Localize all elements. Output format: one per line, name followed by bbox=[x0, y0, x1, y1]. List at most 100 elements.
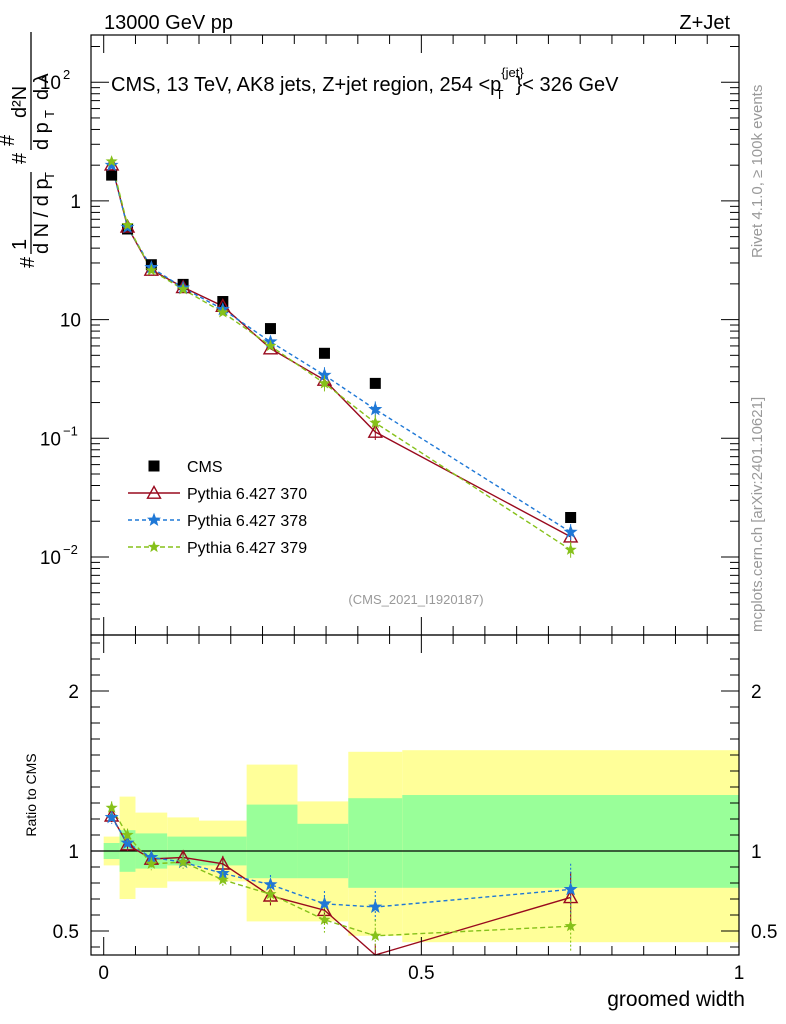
ratio-xtick-label: 1 bbox=[734, 963, 745, 984]
ylabel-denominator-1: d N / d p bbox=[31, 178, 53, 254]
ratio-xtick-label: 0 bbox=[98, 963, 109, 984]
ratio-marker-pythia-6-427-378 bbox=[120, 835, 135, 850]
main-title: CMS, 13 TeV, AK8 jets, Z+jet region, 254… bbox=[111, 65, 619, 102]
legend-cms-marker bbox=[148, 460, 160, 472]
cms-data-point bbox=[217, 296, 229, 308]
ratio-marker-pythia-6-427-379 bbox=[564, 919, 577, 932]
ratio-ytick-label-right: 1 bbox=[751, 842, 762, 863]
cms-data-point bbox=[264, 323, 276, 335]
main-marker-pythia-6-427-378 bbox=[104, 157, 119, 172]
cms-data-point bbox=[565, 512, 577, 524]
main-marker-pythia-6-427-379 bbox=[177, 282, 190, 295]
ylabel-hash-2: # bbox=[9, 152, 31, 164]
main-marker-pythia-6-427-379 bbox=[369, 416, 382, 429]
main-marker-pythia-6-427-379 bbox=[216, 306, 229, 318]
main-xticks bbox=[103, 35, 740, 635]
ratio-marker-pythia-6-427-379 bbox=[177, 855, 190, 868]
ratio-band-inner bbox=[246, 804, 298, 879]
title-superscript: {jet} bbox=[501, 65, 524, 80]
cms-data-point bbox=[318, 347, 330, 359]
main-marker-pythia-6-427-379 bbox=[264, 339, 277, 352]
ratio-ytick-label: 1 bbox=[68, 842, 79, 863]
ratio-marker-pythia-6-427-379 bbox=[105, 801, 118, 813]
main-marker-pythia-6-427-379 bbox=[564, 543, 577, 555]
ratio-ylabel: Ratio to CMS bbox=[23, 753, 39, 836]
title-subscript: T bbox=[496, 87, 504, 102]
main-marker-pythia-6-427-378 bbox=[563, 524, 578, 539]
ratio-marker-pythia-6-427-378 bbox=[563, 882, 578, 896]
ratio-panel: 0.5 0.51 12 2 0 0.5 1 Ratio to CMS groomed wi… bbox=[23, 634, 777, 1011]
ratio-marker-pythia-6-427-379 bbox=[369, 929, 382, 941]
ratio-yticks: 0.5 0.5 1 1 2 2 bbox=[53, 642, 777, 948]
main-ytick-label: 10 bbox=[40, 73, 61, 94]
ylabel-text: # bbox=[17, 256, 39, 268]
main-ytick-label: 10 bbox=[40, 548, 61, 569]
ylabel-hash-3: # bbox=[0, 134, 19, 146]
main-ytick-label: 10 bbox=[60, 311, 81, 332]
ylabel-sub-t-1: T bbox=[42, 172, 57, 180]
main-ytick-exponent: −2 bbox=[63, 542, 78, 557]
ratio-marker-pythia-6-427-378 bbox=[317, 896, 332, 910]
legend: CMS Pythia 6.427 370 Pythia 6.427 378 Pythi… bbox=[128, 459, 307, 557]
title-tail: }< 326 GeV bbox=[516, 74, 620, 96]
ratio-marker-pythia-6-427-379 bbox=[216, 873, 229, 885]
main-marker-pythia-6-427-379 bbox=[105, 155, 118, 167]
analysis-watermark: (CMS_2021_I1920187) bbox=[348, 592, 483, 607]
ylabel-dlambda: d λ bbox=[31, 73, 53, 100]
ylabel-one: 1 bbox=[9, 239, 31, 250]
ratio-ytick-label-right: 0.5 bbox=[751, 922, 777, 943]
main-ylabel: # 1 d N / d p T # d²N # d p T d λ bbox=[0, 32, 57, 268]
main-line-pythia-6-427-379 bbox=[110, 161, 571, 551]
ratio-xlabel: groomed width bbox=[607, 988, 745, 1011]
ratio-marker-pythia-6-427-379 bbox=[264, 887, 277, 900]
main-line-pythia-6-427-378 bbox=[110, 165, 571, 533]
legend-label: Pythia 6.427 379 bbox=[187, 540, 307, 557]
ratio-marker-pythia-6-427-379 bbox=[145, 857, 158, 869]
legend-label: Pythia 6.427 370 bbox=[187, 486, 307, 503]
ratio-xtick-label: 0.5 bbox=[408, 963, 434, 984]
legend-label: Pythia 6.427 378 bbox=[187, 513, 307, 530]
ratio-series-layer bbox=[103, 801, 579, 956]
main-ytick-label: 10 bbox=[40, 429, 61, 450]
main-line-pythia-6-427-370 bbox=[110, 164, 571, 538]
ylabel-denominator-2: d p bbox=[31, 122, 53, 150]
ratio-band-inner bbox=[348, 798, 403, 888]
ratio-ytick-label: 0.5 bbox=[53, 922, 79, 943]
ratio-marker-pythia-6-427-379 bbox=[121, 828, 134, 841]
main-ytick-exponent: −1 bbox=[63, 423, 78, 438]
ratio-xticks: 0 0.5 1 bbox=[98, 635, 744, 984]
source-url-label: mcplots.cern.ch [arXiv:2401.10621] bbox=[749, 397, 766, 632]
main-ytick-exponent: 2 bbox=[63, 67, 70, 82]
ratio-marker-pythia-6-427-379 bbox=[318, 913, 331, 925]
header-left: 13000 GeV pp bbox=[104, 12, 233, 34]
main-series-layer bbox=[103, 155, 579, 558]
main-ytick-label: 1 bbox=[70, 192, 81, 213]
legend-marker bbox=[146, 485, 162, 499]
main-marker-pythia-6-427-379 bbox=[145, 263, 158, 276]
ratio-marker-pythia-6-427-378 bbox=[263, 877, 278, 891]
legend-marker bbox=[147, 540, 161, 553]
main-marker-pythia-6-427-379 bbox=[121, 218, 134, 231]
title-main-text: CMS, 13 TeV, AK8 jets, Z+jet region, 254… bbox=[111, 74, 501, 96]
ratio-frame bbox=[90, 634, 740, 956]
ratio-marker-pythia-6-427-378 bbox=[368, 899, 383, 914]
ratio-ytick-label: 2 bbox=[68, 682, 79, 703]
main-marker-pythia-6-427-370 bbox=[367, 424, 383, 438]
main-marker-pythia-6-427-378 bbox=[368, 402, 383, 416]
main-marker-pythia-6-427-379 bbox=[318, 377, 331, 389]
ratio-bands-layer bbox=[91, 750, 739, 943]
cms-data-point bbox=[106, 169, 118, 181]
ylabel-numerator-2: d²N bbox=[9, 86, 31, 118]
legend-label: CMS bbox=[187, 459, 223, 476]
ylabel-sub-t-2: T bbox=[42, 110, 57, 118]
rivet-version-label: Rivet 4.1.0, ≥ 100k events bbox=[749, 85, 766, 258]
main-marker-pythia-6-427-370 bbox=[262, 340, 279, 355]
cms-data-point bbox=[369, 377, 381, 389]
legend-marker bbox=[146, 512, 162, 527]
header-right: Z+Jet bbox=[679, 12, 730, 34]
ratio-ytick-label-right: 2 bbox=[751, 682, 762, 703]
ratio-marker-pythia-6-427-370 bbox=[119, 836, 136, 851]
